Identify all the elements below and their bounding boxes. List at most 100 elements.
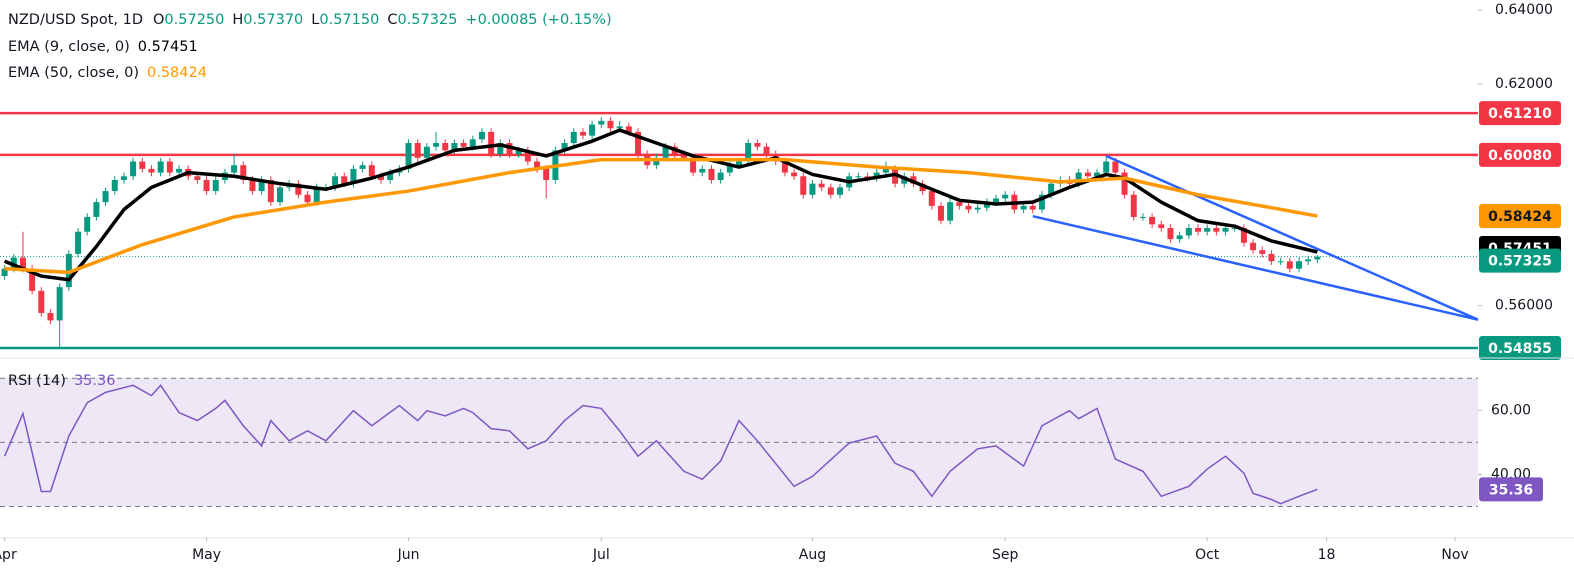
candle-body	[680, 154, 687, 158]
candle-body	[1250, 242, 1257, 251]
candle-body	[387, 172, 394, 180]
candle-body	[75, 231, 82, 254]
candle-body	[1, 268, 8, 277]
candle-body	[1295, 261, 1302, 269]
candle-body	[1167, 228, 1174, 240]
candle-body	[1020, 205, 1027, 210]
candle-body	[460, 143, 467, 147]
candle-body	[433, 143, 440, 147]
ohlc-value: 0.57250	[164, 12, 225, 28]
candle-body	[736, 161, 742, 166]
legend-value: 0.57451	[137, 39, 198, 55]
candle-body	[635, 131, 642, 155]
candle-body	[47, 313, 54, 321]
rsi-line	[3, 384, 1318, 505]
candle-body	[974, 207, 981, 210]
candle-body	[120, 176, 127, 180]
x-tick-label: Apr	[0, 547, 17, 563]
candle-body	[983, 202, 990, 208]
candle-body	[800, 176, 807, 195]
x-tick-label: May	[192, 547, 221, 563]
candle-body	[589, 124, 596, 136]
ema-line	[3, 128, 1318, 282]
candle-body	[249, 179, 256, 192]
candle-body	[965, 205, 972, 210]
legend-name: EMA (9, close, 0)	[8, 39, 130, 55]
ohlc-key: O	[153, 12, 165, 28]
candle-body	[607, 120, 614, 129]
price-tag-label: 0.60080	[1488, 148, 1552, 164]
ohlc-value: 0.57370	[243, 12, 304, 28]
candle-body	[478, 131, 485, 140]
candle-body	[662, 146, 669, 158]
candle-body	[377, 176, 384, 180]
price-tag-label: 0.57325	[1488, 254, 1552, 270]
candle-body	[1075, 172, 1082, 184]
candle-body	[699, 168, 706, 173]
candle-body	[84, 216, 91, 232]
candle-body	[534, 161, 541, 169]
ema-legend: EMA (9, close, 0) 0.57451	[8, 39, 201, 55]
change: +0.00085 (+0.15%)	[465, 12, 612, 28]
symbol: NZD/USD Spot, 1D	[8, 12, 143, 28]
candle-body	[166, 161, 173, 173]
candle-body	[497, 143, 504, 155]
candle-body	[341, 176, 348, 184]
candle-body	[690, 157, 697, 173]
trendline	[1105, 154, 1479, 321]
candle-body	[29, 268, 36, 291]
candle-body	[442, 143, 449, 151]
candle-body	[625, 126, 632, 132]
candle-body	[791, 172, 798, 177]
candle-body	[231, 165, 238, 173]
rsi-tag-label: 35.36	[1489, 482, 1533, 498]
candle-body	[102, 191, 109, 203]
candle-body	[176, 168, 183, 173]
candle-body	[1259, 250, 1266, 254]
candle-body	[1185, 228, 1192, 236]
x-tick-label: Aug	[799, 547, 826, 563]
candle-body	[295, 183, 302, 195]
candle-body	[763, 146, 770, 155]
candle-body	[993, 198, 1000, 203]
candle-body	[1094, 172, 1101, 177]
candle-body	[313, 187, 320, 203]
candle-body	[524, 150, 531, 162]
candle-body	[1084, 172, 1091, 177]
candle-body	[653, 157, 660, 166]
trendline	[1032, 214, 1479, 321]
candle-body	[148, 168, 155, 173]
candle-body	[754, 143, 761, 147]
candle-body	[708, 168, 715, 180]
ohlc-key: H	[232, 12, 244, 28]
candle-body	[1286, 261, 1293, 269]
price-tag-label: 0.61210	[1488, 106, 1552, 122]
ema-legend: EMA (50, close, 0) 0.58424	[8, 65, 210, 81]
price-tag	[1479, 142, 1561, 167]
candle-body	[745, 143, 752, 162]
x-tick-label: Jul	[592, 547, 610, 563]
x-tick-label: Jun	[397, 547, 420, 563]
candle-body	[451, 143, 458, 151]
candle-body	[836, 187, 843, 195]
symbol-legend: NZD/USD Spot, 1D O0.57250 H0.57370 L0.57150…	[8, 12, 620, 28]
price-tag	[1479, 204, 1561, 229]
ohlc-value: 0.57150	[319, 12, 380, 28]
candle-body	[130, 161, 137, 177]
candle-body	[240, 165, 247, 180]
candle-body	[616, 126, 623, 129]
y-tick-label: 0.56000	[1495, 298, 1553, 314]
candle-body	[203, 179, 210, 192]
candle-body	[359, 165, 366, 169]
candle-body	[1121, 172, 1128, 195]
legend-name: EMA (50, close, 0)	[8, 65, 139, 81]
candle-body	[56, 287, 63, 321]
candle-body	[717, 172, 724, 180]
candle-body	[579, 131, 586, 136]
candle-body	[1176, 235, 1183, 240]
rsi-tag	[1479, 477, 1543, 502]
x-tick-label: Nov	[1441, 547, 1468, 563]
candle-body	[809, 183, 816, 195]
candle-body	[1277, 261, 1284, 263]
